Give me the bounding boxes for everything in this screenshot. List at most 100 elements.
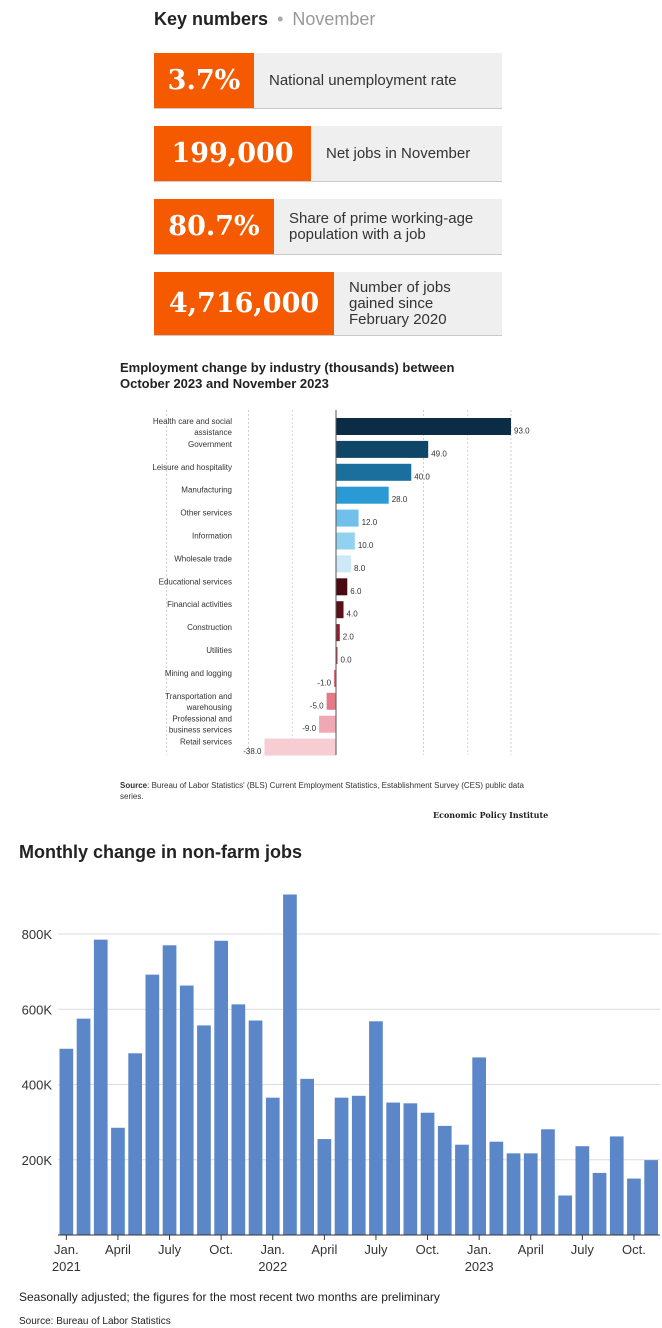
industry-value-label: -1.0 [317,678,331,687]
x-tick-label: Oct. [622,1242,646,1257]
monthly-bar [162,945,177,1235]
industry-bar [264,738,336,756]
monthly-bar [369,1021,383,1235]
industry-category-label: Manufacturing [181,486,232,495]
monthly-bar [111,1127,125,1235]
industry-category-label: Retail services [180,738,232,747]
key-number-label: Share of prime working-age population wi… [289,209,474,243]
industry-value-label: 0.0 [341,656,353,665]
monthly-bar [214,940,228,1235]
key-number-label: Number of jobs gained since February 202… [349,278,451,328]
monthly-bar [472,1057,486,1235]
x-tick-label: Jan. [467,1242,492,1257]
industry-bar [336,601,344,619]
industry-category-label: warehousing [186,703,232,712]
key-number-value: 80.7% [154,199,274,254]
industry-value-label: 93.0 [514,427,530,436]
key-numbers-header: Key numbers • November [154,9,375,30]
x-year-label: 2023 [465,1259,494,1274]
key-number-card-prime-age: 80.7% Share of prime working-age populat… [154,199,502,255]
industry-category-label: Educational services [159,577,232,586]
industry-category-label: Health care and social [153,417,232,426]
monthly-bar [541,1129,555,1235]
industry-value-label: 4.0 [347,610,359,619]
monthly-bar [437,1125,452,1235]
source-text: : Bureau of Labor Statistics' (BLS) Curr… [120,781,524,801]
industry-bar [334,669,336,687]
monthly-bar [420,1112,435,1235]
monthly-chart-note: Seasonally adjusted; the figures for the… [19,1290,440,1304]
industry-category-label: business services [169,726,232,735]
industry-bar [336,486,389,504]
industry-category-label: Government [188,440,233,449]
x-tick-label: July [158,1242,182,1257]
monthly-bar [265,1097,280,1235]
monthly-bar [489,1141,504,1235]
source-label: Source [120,781,148,790]
monthly-bar [506,1153,521,1235]
industry-category-label: Mining and logging [165,669,232,678]
industry-bar [336,555,352,573]
industry-chart-title: Employment change by industry (thousands… [120,360,455,391]
key-number-value: 199,000 [154,126,311,181]
monthly-bar [93,939,108,1235]
industry-category-label: Utilities [206,646,232,655]
y-tick-label: 800K [22,927,53,942]
industry-bar [336,624,340,642]
industry-value-label: -5.0 [310,701,324,710]
industry-category-label: Other services [180,509,232,518]
monthly-bar [609,1136,624,1235]
key-number-card-net-jobs: 199,000 Net jobs in November [154,126,502,182]
industry-value-label: 6.0 [350,587,362,596]
industry-value-label: 8.0 [354,564,366,573]
key-number-card-unemployment: 3.7% National unemployment rate [154,53,502,109]
monthly-bar [231,1004,246,1235]
monthly-bar [403,1103,418,1235]
key-numbers-title: Key numbers [154,9,269,29]
industry-value-label: 2.0 [343,633,355,642]
monthly-bar [334,1097,349,1235]
industry-category-label: Construction [187,623,232,632]
industry-value-label: 49.0 [431,449,447,458]
industry-value-label: -9.0 [302,724,316,733]
key-number-label: National unemployment rate [269,71,457,89]
industry-category-label: Wholesale trade [174,554,232,563]
monthly-bar [627,1178,641,1235]
monthly-bar [76,1018,91,1235]
x-year-label: 2021 [52,1259,81,1274]
monthly-bar [128,1053,142,1235]
x-tick-label: July [364,1242,388,1257]
y-tick-label: 400K [22,1078,53,1093]
monthly-bar [59,1048,74,1235]
monthly-bar [351,1095,366,1235]
monthly-bar [248,1020,263,1235]
x-tick-label: April [311,1242,337,1257]
monthly-bar [644,1160,658,1235]
industry-value-label: 12.0 [362,518,378,527]
industry-bar [336,647,338,664]
header-separator: • [277,9,284,29]
industry-value-label: 40.0 [414,472,430,481]
y-tick-label: 200K [22,1153,53,1168]
monthly-bar [145,974,160,1235]
monthly-bar [283,894,297,1235]
key-number-label: Net jobs in November [326,144,471,162]
monthly-bar [592,1172,607,1235]
monthly-bar [558,1195,572,1235]
x-tick-label: Oct. [209,1242,233,1257]
industry-value-label: 10.0 [358,541,374,550]
x-tick-label: Jan. [54,1242,79,1257]
industry-bar [336,509,359,527]
industry-bar [336,578,348,596]
industry-bar [336,463,412,481]
x-tick-label: Oct. [416,1242,440,1257]
key-number-card-jobs-gained: 4,716,000 Number of jobs gained since Fe… [154,272,502,336]
industry-category-label: Financial activities [167,600,232,609]
industry-value-label: -38.0 [243,747,262,756]
monthly-bar [179,985,194,1235]
x-tick-label: April [518,1242,544,1257]
industry-category-label: assistance [194,428,232,437]
industry-chart-source: Source: Bureau of Labor Statistics' (BLS… [120,780,540,802]
monthly-bar [197,1025,211,1235]
monthly-jobs-bar-chart: 200K 400K 600K 800K Jan. 2021 April July Oct. Jan… [22,894,660,1274]
